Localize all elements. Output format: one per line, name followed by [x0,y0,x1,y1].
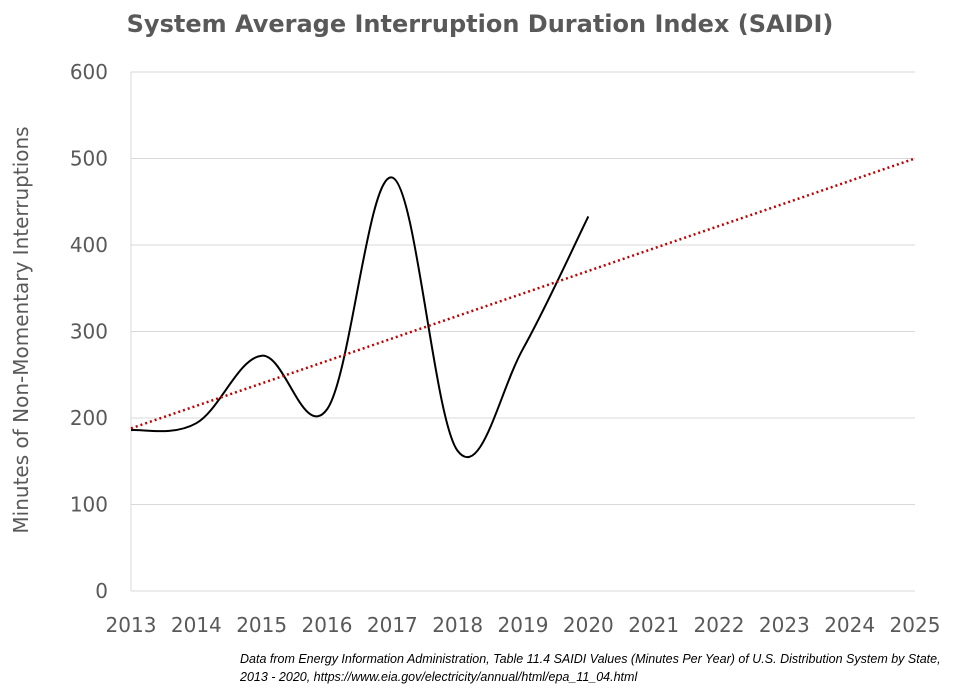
x-tick-label: 2017 [367,613,418,637]
y-tick-label: 100 [70,493,108,517]
x-tick-label: 2023 [759,613,810,637]
y-tick-label: 0 [95,579,108,603]
series-lines [130,157,916,459]
axes [130,72,915,592]
x-tick-label: 2018 [432,613,483,637]
y-tick-label: 400 [70,233,108,257]
y-tick-labels: 0 100 200 300 400 500 600 [70,60,108,603]
x-tick-label: 2015 [236,613,287,637]
chart-title: System Average Interruption Duration Ind… [127,10,834,38]
x-tick-labels: 2013 2014 2015 2016 2017 2018 2019 2020 2021 2022… [106,613,941,637]
x-tick-label: 2014 [171,613,222,637]
x-tick-label: 2020 [563,613,614,637]
x-tick-label: 2019 [498,613,549,637]
x-tick-label: 2013 [106,613,157,637]
x-tick-label: 2025 [890,613,941,637]
y-tick-label: 200 [70,406,108,430]
y-tick-label: 600 [70,60,108,84]
x-tick-label: 2022 [694,613,745,637]
trendline [130,157,916,430]
gridlines [131,71,915,505]
x-tick-label: 2016 [302,613,353,637]
saidi-series-line [130,176,590,459]
y-tick-label: 500 [70,147,108,171]
x-tick-label: 2024 [824,613,875,637]
x-tick-label: 2021 [628,613,679,637]
source-note: Data from Energy Information Administrat… [240,652,941,684]
y-axis-label: Minutes of Non-Momentary Interruptions [9,126,33,533]
y-tick-label: 300 [70,320,108,344]
